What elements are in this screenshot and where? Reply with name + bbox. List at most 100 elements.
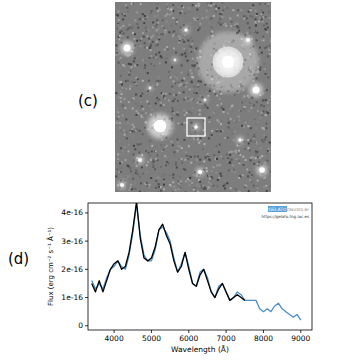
image-noise — [127, 26, 129, 28]
image-noise — [177, 91, 179, 93]
image-noise — [191, 81, 193, 83]
image-noise — [155, 101, 157, 103]
image-noise — [145, 131, 147, 133]
image-noise — [151, 80, 153, 82]
image-noise — [173, 30, 175, 32]
image-noise — [133, 161, 135, 163]
image-noise — [237, 9, 239, 11]
image-noise — [163, 27, 165, 29]
image-noise — [125, 118, 127, 120]
image-noise — [216, 145, 218, 147]
image-noise — [209, 159, 211, 161]
image-noise — [151, 94, 153, 96]
image-noise — [175, 34, 177, 36]
image-noise — [228, 126, 230, 128]
image-noise — [192, 40, 194, 42]
image-noise — [199, 27, 201, 29]
image-noise — [157, 10, 159, 12]
image-noise — [143, 36, 145, 38]
image-noise — [127, 165, 129, 167]
image-noise — [155, 26, 157, 28]
image-noise — [156, 177, 158, 179]
image-noise — [191, 72, 193, 74]
image-noise — [167, 49, 169, 51]
image-noise — [250, 159, 252, 161]
image-noise — [117, 11, 119, 13]
image-noise — [186, 155, 188, 157]
image-noise — [179, 187, 181, 189]
image-noise — [217, 130, 219, 132]
image-noise — [252, 157, 254, 159]
image-noise — [219, 98, 221, 100]
image-noise — [143, 22, 145, 24]
image-noise — [207, 107, 209, 109]
star — [194, 125, 198, 129]
image-noise — [266, 23, 268, 25]
image-noise — [164, 97, 166, 99]
image-noise — [242, 174, 244, 176]
plot-frame — [88, 203, 312, 330]
image-noise — [200, 186, 202, 188]
x-tick-label: 5000 — [142, 334, 161, 343]
image-noise — [203, 160, 205, 162]
image-noise — [266, 31, 268, 33]
image-noise — [248, 11, 250, 13]
image-noise — [232, 165, 234, 167]
image-noise — [165, 93, 167, 95]
image-noise — [255, 14, 257, 16]
image-noise — [249, 171, 251, 173]
image-noise — [218, 151, 220, 153]
image-noise — [183, 84, 185, 86]
image-noise — [155, 180, 157, 182]
image-noise — [243, 17, 245, 19]
image-noise — [245, 185, 247, 187]
image-noise — [171, 118, 173, 120]
image-noise — [128, 71, 130, 73]
image-noise — [257, 148, 259, 150]
image-noise — [210, 5, 212, 7]
image-noise — [125, 80, 127, 82]
image-noise — [217, 130, 219, 132]
star — [213, 47, 244, 78]
image-noise — [131, 3, 133, 5]
image-noise — [122, 115, 124, 117]
image-noise — [149, 155, 151, 157]
image-noise — [119, 35, 121, 37]
image-noise — [123, 98, 125, 100]
image-noise — [249, 27, 251, 29]
image-noise — [255, 10, 257, 12]
image-noise — [136, 64, 138, 66]
image-noise — [129, 131, 131, 133]
image-noise — [265, 127, 267, 129]
image-noise — [147, 161, 149, 163]
image-noise — [152, 164, 154, 166]
image-noise — [151, 145, 153, 147]
image-noise — [125, 107, 127, 109]
image-noise — [199, 181, 201, 183]
image-noise — [177, 184, 179, 186]
image-noise — [116, 168, 118, 170]
image-noise — [246, 169, 248, 171]
image-noise — [161, 25, 163, 27]
image-noise — [168, 162, 170, 164]
image-noise — [129, 130, 131, 132]
image-noise — [253, 163, 255, 165]
image-noise — [197, 3, 199, 5]
image-noise — [181, 54, 183, 56]
image-noise — [166, 46, 168, 48]
image-noise — [265, 114, 267, 116]
image-noise — [182, 80, 184, 82]
image-noise — [255, 122, 257, 124]
image-noise — [154, 15, 156, 17]
image-noise — [213, 166, 215, 168]
image-noise — [241, 125, 243, 127]
image-noise — [185, 151, 187, 153]
image-noise — [257, 71, 259, 73]
image-noise — [184, 12, 186, 14]
image-noise — [256, 191, 258, 192]
image-noise — [163, 173, 165, 175]
image-noise — [127, 175, 129, 177]
image-noise — [173, 80, 175, 82]
image-noise — [235, 150, 237, 152]
image-noise — [120, 75, 122, 77]
